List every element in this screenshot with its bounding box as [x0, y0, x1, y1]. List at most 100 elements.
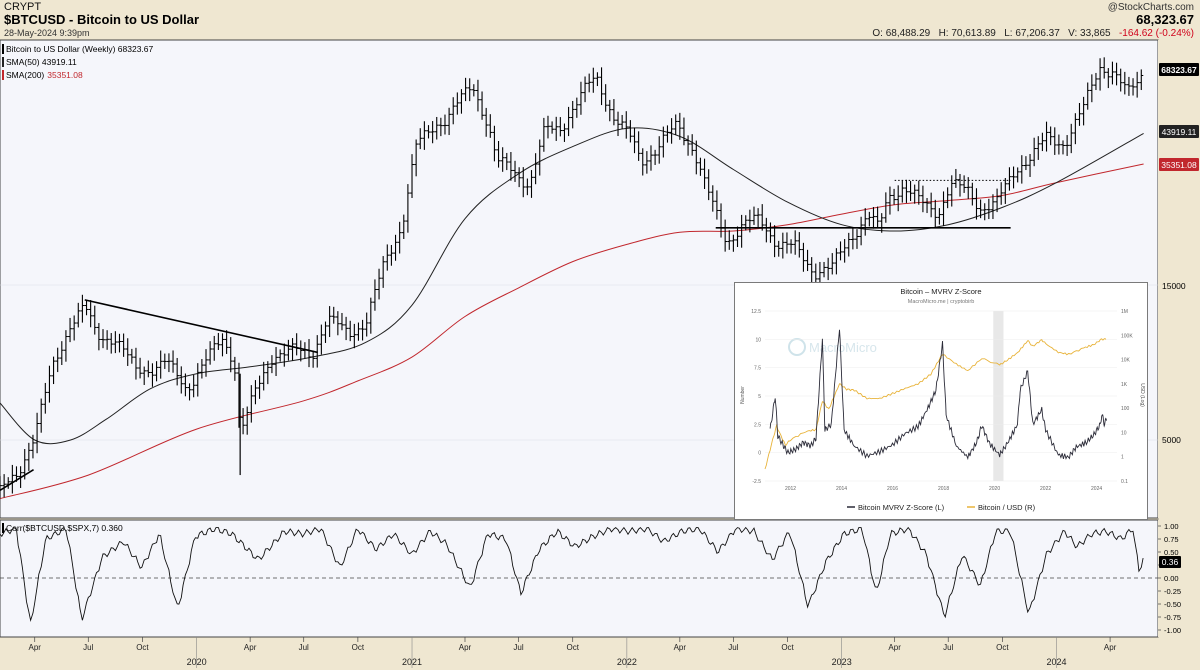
- price-bar: [1073, 113, 1078, 145]
- legend-sma200: SMA(200) 35351.08: [6, 70, 83, 80]
- price-bar: [1028, 153, 1033, 177]
- price-bar: [982, 203, 987, 221]
- x-tick-month: Apr: [1104, 643, 1117, 652]
- price-bar: [970, 182, 975, 206]
- price-bar: [360, 319, 365, 341]
- price-bar: [35, 412, 40, 454]
- price-bar: [92, 305, 97, 335]
- price-bar: [442, 114, 447, 135]
- inset-left-tick: 12.5: [751, 309, 761, 315]
- price-bar: [344, 316, 349, 341]
- price-bar: [426, 125, 431, 139]
- x-tick-month: Apr: [459, 643, 472, 652]
- price-bar: [1019, 155, 1024, 184]
- price-bar: [480, 91, 485, 120]
- price-bar: [541, 117, 546, 152]
- change-value: -164.62 (-0.24%): [1118, 28, 1194, 39]
- x-tick-month: Jul: [83, 643, 93, 652]
- price-bar: [150, 363, 155, 387]
- price-bar: [768, 222, 773, 243]
- last-price-tag-text: 68323.67: [1161, 65, 1197, 75]
- price-bar: [1077, 102, 1082, 126]
- price-bar: [669, 118, 674, 144]
- price-bar: [813, 263, 818, 285]
- last-price-tag: [1159, 63, 1199, 76]
- price-bar: [101, 329, 106, 349]
- corr-tick-label: 1.00: [1164, 522, 1179, 531]
- price-bar: [500, 147, 505, 172]
- price-tick-5000: 5000: [1162, 435, 1181, 445]
- price-bar: [146, 360, 151, 378]
- price-bar: [410, 154, 415, 199]
- price-bar: [916, 180, 921, 205]
- price-bar: [686, 135, 691, 156]
- inset-source: MacroMicro.me | cryptobirb: [908, 299, 975, 305]
- price-bar: [183, 373, 188, 397]
- inset-btc-line: [764, 338, 1107, 470]
- price-bar: [826, 257, 831, 281]
- price-bar: [706, 169, 711, 201]
- price-bar: [55, 347, 60, 373]
- price-bar: [447, 107, 452, 136]
- price-bar: [496, 140, 501, 168]
- price-bar: [381, 256, 386, 288]
- price-bar: [59, 341, 64, 366]
- price-bar: [463, 77, 468, 102]
- price-bar: [377, 268, 382, 300]
- price-bar: [323, 321, 328, 343]
- inset-left-tick: 10: [755, 337, 761, 343]
- price-bar: [607, 99, 612, 122]
- price-bar: [1089, 74, 1094, 103]
- price-bar: [212, 335, 217, 361]
- x-tick-month: Jul: [728, 643, 738, 652]
- x-tick-month: Jul: [299, 643, 309, 652]
- price-bar: [859, 216, 864, 246]
- price-bar: [805, 249, 810, 272]
- inset-x-tick: 2018: [938, 486, 949, 492]
- price-bar: [739, 214, 744, 248]
- price-bar: [599, 67, 604, 106]
- price-bar: [941, 191, 946, 226]
- x-tick-month: Apr: [674, 643, 687, 652]
- price-bar: [797, 232, 802, 258]
- price-bar: [896, 185, 901, 212]
- price-bar: [875, 206, 880, 228]
- price-bar: [286, 339, 291, 361]
- price-bar: [879, 213, 884, 233]
- sma200-tag: [1159, 158, 1199, 171]
- price-bar: [550, 121, 555, 134]
- x-tick-month: Oct: [352, 643, 365, 652]
- price-bar: [867, 211, 872, 227]
- price-bar: [574, 97, 579, 118]
- price-bar: [933, 199, 938, 229]
- x-tick-year: 2023: [832, 657, 852, 667]
- price-bar: [418, 128, 423, 150]
- price-bar: [558, 117, 563, 137]
- price-bar: [43, 382, 48, 414]
- price-bar: [1040, 132, 1045, 152]
- price-bar: [698, 157, 703, 176]
- price-bar: [154, 361, 159, 382]
- corr-tick-label: 0.75: [1164, 535, 1179, 544]
- x-tick-month: Oct: [136, 643, 149, 652]
- price-bar: [352, 323, 357, 349]
- inset-left-tick: -2.5: [752, 479, 761, 485]
- low-value: 67,206.37: [1015, 28, 1060, 39]
- price-bar: [401, 214, 406, 239]
- price-bar: [335, 311, 340, 336]
- price-bar: [871, 207, 876, 229]
- price-bar: [459, 89, 464, 114]
- price-bar: [80, 294, 85, 323]
- price-bar: [529, 170, 534, 198]
- brand-label[interactable]: @StockCharts.com: [1107, 2, 1194, 13]
- price-bar: [731, 234, 736, 252]
- price-bar: [339, 312, 344, 331]
- price-bar: [974, 188, 979, 220]
- price-bar: [162, 353, 167, 369]
- inset-x-tick: 2024: [1091, 486, 1102, 492]
- inset-right-tick: 1: [1121, 455, 1124, 461]
- price-bar: [253, 380, 258, 405]
- price-bar: [241, 408, 246, 435]
- x-tick-month: Oct: [566, 643, 579, 652]
- sma200-tag-text: 35351.08: [1161, 160, 1197, 170]
